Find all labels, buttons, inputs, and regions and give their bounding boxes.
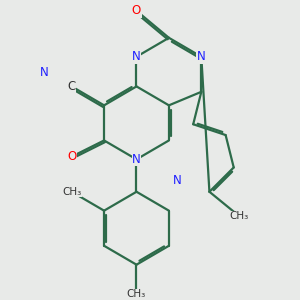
Text: O: O (132, 4, 141, 17)
Text: N: N (132, 153, 141, 166)
Text: O: O (67, 150, 76, 163)
Text: N: N (132, 50, 141, 63)
Text: CH₃: CH₃ (127, 290, 146, 299)
Text: N: N (197, 50, 206, 63)
Text: N: N (172, 175, 182, 188)
Text: N: N (40, 66, 49, 80)
Text: C: C (68, 80, 76, 93)
Text: CH₃: CH₃ (230, 211, 249, 221)
Text: CH₃: CH₃ (62, 187, 81, 197)
